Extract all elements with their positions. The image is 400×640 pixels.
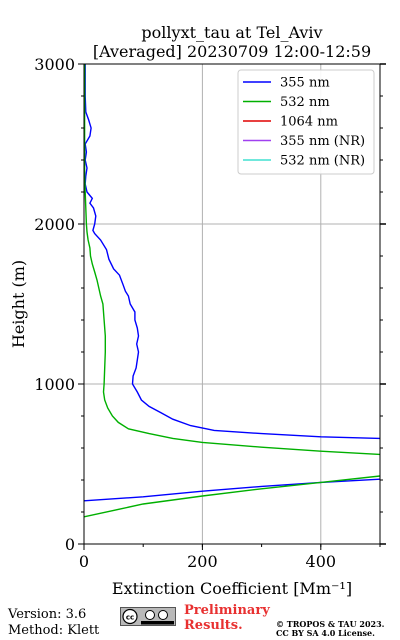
license-text: CC BY SA 4.0 License. [276, 628, 375, 638]
legend-label-355-nm: 355 nm [280, 76, 330, 91]
legend: 355 nm 532 nm 1064 nm 355 nm (NR) 532 nm (NR… [237, 69, 375, 175]
version-text: Version: 3.6 [8, 607, 87, 622]
series-line-532-nm [84, 64, 380, 456]
plot-series [84, 64, 380, 518]
axis-ticks: 0 200 400 0 1000 2000 3000 [34, 55, 386, 571]
x-tick-label: 400 [306, 552, 337, 571]
svg-text:cc: cc [126, 614, 134, 622]
y-tick-label: 2000 [34, 215, 75, 234]
chart-subtitle: [Averaged] 20230709 12:00-12:59 [93, 42, 371, 61]
copyright-text: © TROPOS & TAU 2023. [276, 619, 385, 629]
series-line-355-nm [84, 64, 380, 440]
method-text: Method: Klett [8, 623, 100, 638]
x-tick-label: 200 [187, 552, 218, 571]
series-line-lower-355-nm [84, 478, 380, 502]
y-tick-label: 3000 [34, 55, 75, 74]
legend-label-1064-nm: 1064 nm [280, 115, 338, 130]
x-axis-label: Extinction Coefficient [Mm⁻¹] [112, 579, 352, 598]
y-tick-label: 1000 [34, 375, 75, 394]
legend-box [237, 69, 375, 175]
copyright-notice: © TROPOS & TAU 2023. CC BY SA 4.0 Licens… [276, 620, 384, 638]
x-tick-label: 0 [79, 552, 89, 571]
preliminary-notice: Preliminary Results. [184, 603, 270, 633]
cc-license-logo: cc [120, 607, 176, 626]
preliminary-text: Preliminary [184, 603, 270, 618]
results-text: Results. [184, 618, 243, 633]
y-axis-label: Height (m) [9, 260, 28, 348]
chart-title: pollyxt_tau at Tel_Aviv [141, 23, 322, 42]
y-tick-label: 0 [65, 535, 75, 554]
legend-label-532-nm: 532 nm [280, 95, 330, 110]
series-line-lower-532-nm [84, 475, 380, 518]
plot-frame [83, 63, 381, 545]
legend-label-355-nm-nr: 355 nm (NR) [280, 134, 365, 149]
footer-meta: Version: 3.6 Method: Klett [8, 607, 99, 639]
legend-label-532-nm-nr: 532 nm (NR) [280, 154, 365, 169]
